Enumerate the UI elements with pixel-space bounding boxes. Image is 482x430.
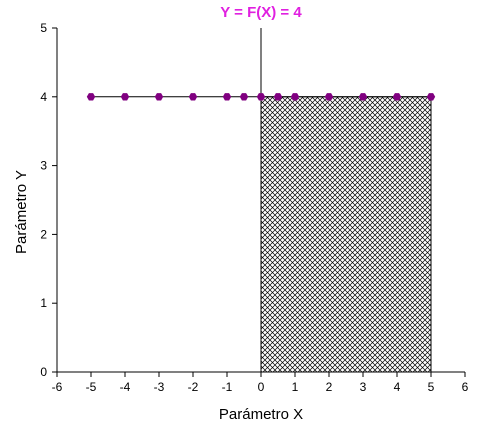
x-tick-label: 3 bbox=[360, 380, 367, 394]
x-tick-label: -3 bbox=[154, 380, 165, 394]
y-tick-label: 4 bbox=[40, 90, 47, 104]
data-point bbox=[222, 93, 232, 101]
data-point bbox=[358, 93, 368, 101]
x-tick-label: -2 bbox=[188, 380, 199, 394]
x-axis-label: Parámetro X bbox=[219, 406, 303, 423]
x-tick-label: 1 bbox=[292, 380, 299, 394]
data-point bbox=[273, 93, 283, 101]
data-point bbox=[154, 93, 164, 101]
y-tick-label: 0 bbox=[40, 365, 47, 379]
chart-title: Y = F(X) = 4 bbox=[220, 4, 302, 21]
data-point bbox=[392, 93, 402, 101]
x-tick-label: 5 bbox=[428, 380, 435, 394]
data-point bbox=[290, 93, 300, 101]
x-tick-label: 0 bbox=[258, 380, 265, 394]
data-point bbox=[239, 93, 249, 101]
x-tick-label: -6 bbox=[52, 380, 63, 394]
x-tick-label: -4 bbox=[120, 380, 131, 394]
data-point bbox=[86, 93, 96, 101]
data-point bbox=[256, 93, 266, 101]
data-point bbox=[120, 93, 130, 101]
x-tick-label: 2 bbox=[326, 380, 333, 394]
y-tick-label: 3 bbox=[40, 159, 47, 173]
data-point bbox=[426, 93, 436, 101]
data-point bbox=[324, 93, 334, 101]
y-tick-label: 2 bbox=[40, 227, 47, 241]
y-axis-label: Parámetro Y bbox=[13, 170, 30, 254]
shaded-region bbox=[260, 96, 432, 373]
ticks bbox=[52, 27, 466, 377]
tick-labels: -6 -5 -4 -3 -2 -1 0 1 2 3 4 5 6 0 1 2 3 4 5 bbox=[40, 21, 468, 394]
y-tick-label: 5 bbox=[40, 21, 47, 35]
x-tick-label: -1 bbox=[222, 380, 233, 394]
y-tick-label: 1 bbox=[40, 296, 47, 310]
x-tick-label: 6 bbox=[462, 380, 469, 394]
x-tick-label: 4 bbox=[394, 380, 401, 394]
x-tick-label: -5 bbox=[86, 380, 97, 394]
data-point bbox=[188, 93, 198, 101]
series-markers bbox=[86, 93, 436, 101]
